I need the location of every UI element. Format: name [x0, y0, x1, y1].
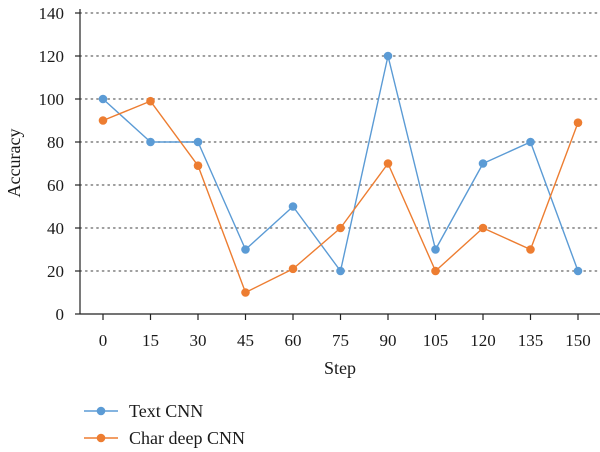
- data-point: [526, 137, 535, 147]
- data-point: [478, 159, 488, 168]
- data-point: [146, 137, 155, 147]
- series-line: [102, 100, 579, 294]
- y-tick-label: 120: [39, 47, 65, 66]
- y-tick-label: 100: [39, 90, 65, 109]
- x-tick-label: 75: [332, 331, 349, 350]
- data-point: [98, 94, 108, 104]
- x-tick-label: 30: [190, 331, 207, 350]
- series: [98, 51, 583, 297]
- legend: Text CNN Char deep CNN: [84, 401, 245, 448]
- data-point: [383, 51, 393, 61]
- x-axis-title: Step: [324, 358, 356, 378]
- legend-swatch-marker: [96, 406, 106, 416]
- data-point: [573, 266, 583, 276]
- data-point: [288, 202, 298, 211]
- data-point: [288, 264, 298, 274]
- x-tick-label: 60: [285, 331, 302, 350]
- x-tick-label: 120: [470, 331, 496, 350]
- y-tick-label: 0: [56, 305, 65, 324]
- data-point: [383, 159, 393, 168]
- series-0: [98, 51, 583, 276]
- y-tick-label: 60: [47, 176, 64, 195]
- data-point: [98, 116, 108, 125]
- x-tick-labels: 0 15 30 45 60 75 90 105 120 135 150: [99, 331, 591, 350]
- x-tick-label: 0: [99, 331, 108, 350]
- data-point: [146, 96, 155, 106]
- y-tick-label: 40: [47, 219, 64, 238]
- legend-entry: Text CNN: [84, 401, 203, 421]
- y-tick-label: 20: [47, 262, 64, 281]
- data-point: [193, 137, 203, 147]
- axes: [75, 9, 600, 320]
- y-axis-title: Accuracy: [4, 129, 24, 198]
- legend-label: Char deep CNN: [129, 428, 245, 448]
- data-point: [241, 245, 250, 254]
- legend-label: Text CNN: [129, 401, 203, 421]
- data-point: [478, 223, 488, 233]
- series-1: [98, 96, 583, 297]
- legend-entry: Char deep CNN: [84, 428, 245, 448]
- x-tick-label: 45: [237, 331, 254, 350]
- data-point: [336, 266, 345, 276]
- data-point: [573, 118, 583, 127]
- legend-swatch-marker: [96, 433, 106, 443]
- y-tick-label: 140: [39, 4, 65, 23]
- data-point: [431, 245, 440, 254]
- data-point: [526, 245, 535, 254]
- x-tick-label: 105: [423, 331, 449, 350]
- x-tick-label: 90: [380, 331, 397, 350]
- x-tick-label: 150: [565, 331, 591, 350]
- data-point: [431, 266, 440, 276]
- x-tick-label: 15: [142, 331, 159, 350]
- y-tick-label: 80: [47, 133, 64, 152]
- x-tick-label: 135: [518, 331, 544, 350]
- data-point: [336, 223, 345, 233]
- data-point: [241, 288, 250, 297]
- y-tick-labels: 0 20 40 60 80 100 120 140: [39, 4, 65, 324]
- data-point: [193, 161, 203, 170]
